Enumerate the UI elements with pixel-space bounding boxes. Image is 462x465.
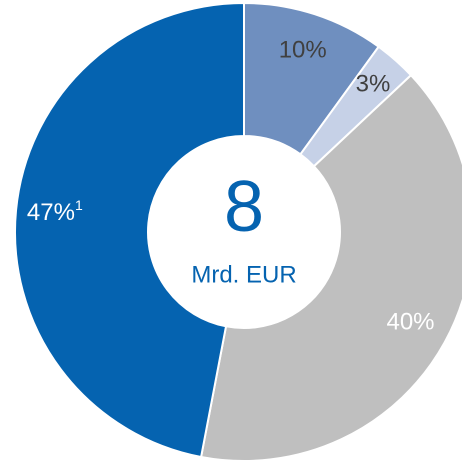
center-label: Mrd. EUR xyxy=(191,261,296,288)
donut-segment xyxy=(199,73,462,462)
data-label-text: 10% xyxy=(279,37,327,64)
data-label-text: 3% xyxy=(356,71,391,98)
data-label-text: 47% xyxy=(27,199,75,226)
data-label-text: 40% xyxy=(386,309,434,336)
footnote-mark: 1 xyxy=(75,197,83,213)
data-label: 3% xyxy=(356,71,391,98)
data-label: 40% xyxy=(386,309,434,336)
segments xyxy=(14,1,462,462)
donut-segment xyxy=(14,1,245,459)
data-label: 10% xyxy=(279,37,327,64)
data-label: 47%1 xyxy=(27,197,83,227)
center-value: 8 xyxy=(224,167,264,247)
